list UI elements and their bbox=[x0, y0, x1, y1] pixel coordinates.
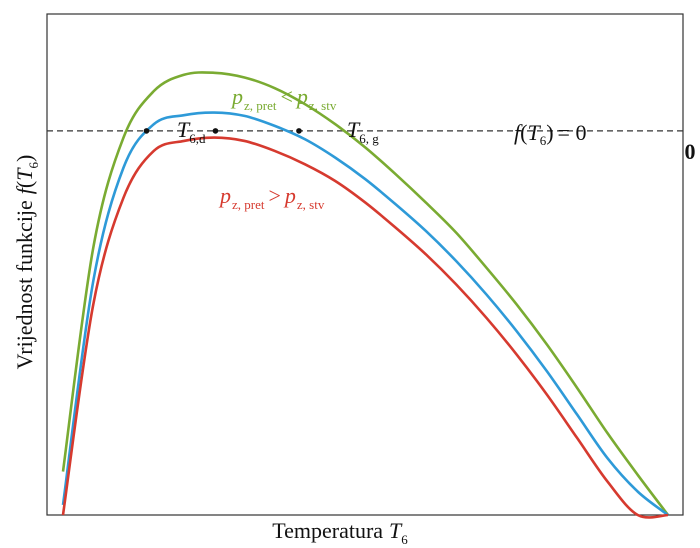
points-layer bbox=[143, 128, 302, 134]
point-marker-2 bbox=[296, 128, 302, 134]
point-label-t6g: T6, g bbox=[347, 117, 379, 146]
point-label-t6d: T6,d bbox=[177, 117, 206, 146]
y-axis-label: Vrijednost funkcijef(T6) bbox=[12, 155, 41, 370]
point-marker-1 bbox=[212, 128, 219, 134]
series-layer bbox=[61, 71, 670, 519]
point-marker-0 bbox=[143, 128, 150, 134]
red-series-label: pz, pret > pz, stv bbox=[218, 183, 325, 212]
zero-label-sub: 6 bbox=[540, 133, 547, 148]
series-line-red bbox=[61, 136, 669, 519]
zero-label-rest: = 0 bbox=[558, 120, 587, 145]
series-line-green bbox=[61, 71, 670, 516]
green-series-label: pz, pret < pz, stv bbox=[230, 84, 337, 113]
plot-frame bbox=[46, 13, 684, 516]
zero-line-label: f(T6) = 0 bbox=[514, 120, 586, 148]
zero-label-func: f bbox=[514, 120, 523, 145]
x-axis-label: Temperatura T6 bbox=[272, 518, 408, 547]
zero-label-var: T bbox=[527, 120, 541, 145]
y-tick-label-zero: 0 bbox=[685, 139, 696, 164]
series-line-blue bbox=[61, 111, 669, 517]
